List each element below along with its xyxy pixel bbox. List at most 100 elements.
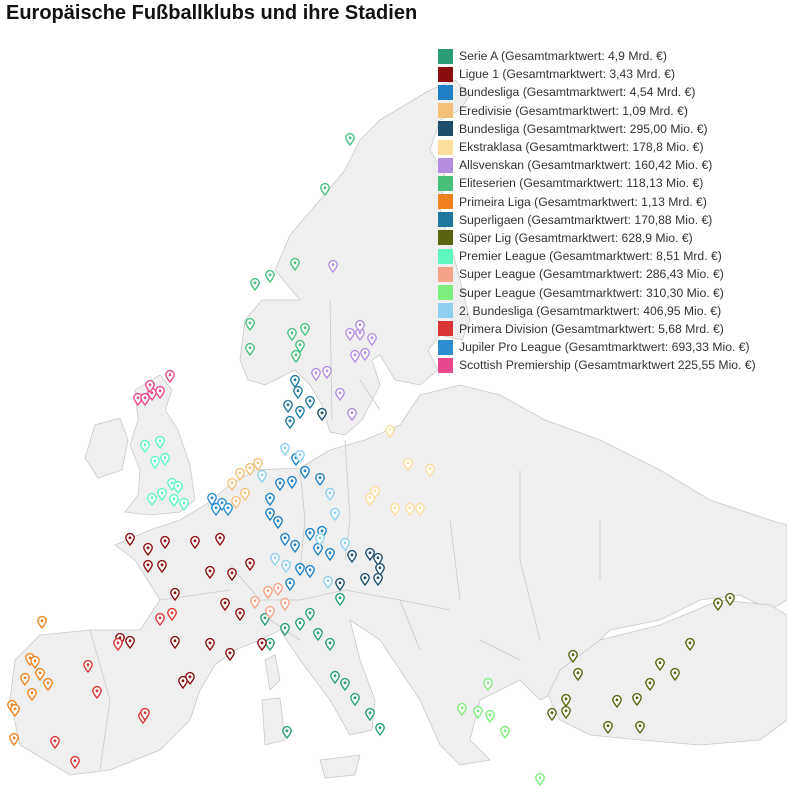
stadium-marker-fra[interactable]: [227, 567, 237, 582]
stadium-marker-fra[interactable]: [160, 535, 170, 550]
legend-item-swe[interactable]: Allsvenskan (Gesamtmarktwert: 160,42 Mio…: [438, 156, 756, 174]
stadium-marker-swe[interactable]: [335, 387, 345, 402]
stadium-marker-ger2[interactable]: [340, 537, 350, 552]
stadium-marker-nor[interactable]: [345, 132, 355, 147]
stadium-marker-esp[interactable]: [92, 685, 102, 700]
stadium-marker-fra[interactable]: [190, 535, 200, 550]
stadium-marker-nor[interactable]: [290, 257, 300, 272]
stadium-marker-esp[interactable]: [70, 755, 80, 770]
stadium-marker-aut[interactable]: [373, 572, 383, 587]
stadium-marker-fra[interactable]: [225, 647, 235, 662]
stadium-marker-aut[interactable]: [373, 552, 383, 567]
stadium-marker-ger[interactable]: [273, 515, 283, 530]
stadium-marker-ita[interactable]: [265, 637, 275, 652]
stadium-marker-eng[interactable]: [169, 493, 179, 508]
stadium-marker-fra[interactable]: [125, 635, 135, 650]
legend-item-esp[interactable]: Primera Division (Gesamtmarktwert: 5,68 …: [438, 320, 756, 338]
stadium-marker-fra[interactable]: [185, 671, 195, 686]
stadium-marker-ned[interactable]: [231, 495, 241, 510]
legend-item-ger[interactable]: Bundesliga (Gesamtmarktwert: 4,54 Mrd. €…: [438, 83, 756, 101]
stadium-marker-ger[interactable]: [287, 475, 297, 490]
stadium-marker-ger[interactable]: [315, 472, 325, 487]
stadium-marker-tur[interactable]: [670, 667, 680, 682]
stadium-marker-fra[interactable]: [257, 637, 267, 652]
stadium-marker-swe[interactable]: [311, 367, 321, 382]
stadium-marker-ita[interactable]: [305, 607, 315, 622]
stadium-marker-pol[interactable]: [390, 502, 400, 517]
stadium-marker-gre[interactable]: [500, 725, 510, 740]
stadium-marker-nor[interactable]: [245, 317, 255, 332]
stadium-marker-ger[interactable]: [305, 527, 315, 542]
legend-item-ger2[interactable]: 2. Bundesliga (Gesamtmarktwert: 406,95 M…: [438, 302, 756, 320]
stadium-marker-aut[interactable]: [317, 407, 327, 422]
stadium-marker-fra[interactable]: [170, 587, 180, 602]
stadium-marker-bel[interactable]: [211, 502, 221, 517]
stadium-marker-sco[interactable]: [155, 385, 165, 400]
stadium-marker-ger[interactable]: [305, 564, 315, 579]
stadium-marker-ger2[interactable]: [281, 559, 291, 574]
stadium-marker-den[interactable]: [285, 415, 295, 430]
stadium-marker-ita[interactable]: [260, 612, 270, 627]
stadium-marker-ger[interactable]: [313, 542, 323, 557]
stadium-marker-eng[interactable]: [150, 455, 160, 470]
stadium-marker-sui[interactable]: [280, 597, 290, 612]
legend-item-por[interactable]: Primeira Liga (Gesamtmarktwert: 1,13 Mrd…: [438, 193, 756, 211]
stadium-marker-swe[interactable]: [360, 347, 370, 362]
stadium-marker-por[interactable]: [30, 655, 40, 670]
legend-item-sui[interactable]: Super League (Gesamtmarktwert: 286,43 Mi…: [438, 265, 756, 283]
stadium-marker-aut[interactable]: [360, 572, 370, 587]
legend-item-sco[interactable]: Scottish Premiership (Gesamtmarktwert 22…: [438, 356, 756, 374]
stadium-marker-nor[interactable]: [295, 339, 305, 354]
stadium-marker-swe[interactable]: [367, 332, 377, 347]
stadium-marker-gre[interactable]: [457, 702, 467, 717]
stadium-marker-tur[interactable]: [713, 597, 723, 612]
stadium-marker-den[interactable]: [290, 374, 300, 389]
stadium-marker-por[interactable]: [27, 687, 37, 702]
stadium-marker-tur[interactable]: [561, 693, 571, 708]
stadium-marker-fra[interactable]: [143, 559, 153, 574]
stadium-marker-pol[interactable]: [385, 424, 395, 439]
stadium-marker-fra[interactable]: [205, 637, 215, 652]
stadium-marker-nor[interactable]: [265, 269, 275, 284]
stadium-marker-ita[interactable]: [365, 707, 375, 722]
stadium-marker-ita[interactable]: [340, 677, 350, 692]
stadium-marker-sui[interactable]: [265, 605, 275, 620]
stadium-marker-tur[interactable]: [645, 677, 655, 692]
stadium-marker-sco[interactable]: [140, 392, 150, 407]
stadium-marker-eng[interactable]: [140, 439, 150, 454]
legend-item-tur[interactable]: Süper Lig (Gesamtmarktwert: 628,9 Mio. €…: [438, 229, 756, 247]
stadium-marker-nor[interactable]: [250, 277, 260, 292]
stadium-marker-esp[interactable]: [155, 612, 165, 627]
legend-item-bel[interactable]: Jupiler Pro League (Gesamtmarktwert: 693…: [438, 338, 756, 356]
stadium-marker-eng[interactable]: [157, 487, 167, 502]
stadium-marker-ita[interactable]: [350, 692, 360, 707]
stadium-marker-nor[interactable]: [300, 322, 310, 337]
stadium-marker-eng[interactable]: [179, 497, 189, 512]
stadium-marker-ger2[interactable]: [295, 449, 305, 464]
legend-item-den[interactable]: Superligaen (Gesamtmarktwert: 170,88 Mio…: [438, 211, 756, 229]
stadium-marker-ger2[interactable]: [325, 487, 335, 502]
stadium-marker-sco[interactable]: [165, 369, 175, 384]
stadium-marker-por[interactable]: [37, 615, 47, 630]
stadium-marker-tur[interactable]: [603, 720, 613, 735]
stadium-marker-ita[interactable]: [280, 622, 290, 637]
stadium-marker-aut[interactable]: [335, 577, 345, 592]
stadium-marker-ger[interactable]: [285, 577, 295, 592]
stadium-marker-esp[interactable]: [83, 659, 93, 674]
legend-item-fra[interactable]: Ligue 1 (Gesamtmarktwert: 3,43 Mrd. €): [438, 65, 756, 83]
stadium-marker-eng[interactable]: [173, 480, 183, 495]
stadium-marker-esp[interactable]: [113, 637, 123, 652]
stadium-marker-fra[interactable]: [245, 557, 255, 572]
stadium-marker-esp[interactable]: [167, 607, 177, 622]
stadium-marker-ita[interactable]: [325, 637, 335, 652]
stadium-marker-bel[interactable]: [223, 502, 233, 517]
stadium-marker-swe[interactable]: [350, 349, 360, 364]
stadium-marker-fra[interactable]: [235, 607, 245, 622]
stadium-marker-fra[interactable]: [178, 675, 188, 690]
stadium-marker-nor[interactable]: [291, 349, 301, 364]
stadium-marker-bel[interactable]: [207, 492, 217, 507]
stadium-marker-aut[interactable]: [347, 549, 357, 564]
stadium-marker-eng[interactable]: [155, 435, 165, 450]
stadium-marker-den[interactable]: [283, 399, 293, 414]
stadium-marker-ned[interactable]: [253, 457, 263, 472]
